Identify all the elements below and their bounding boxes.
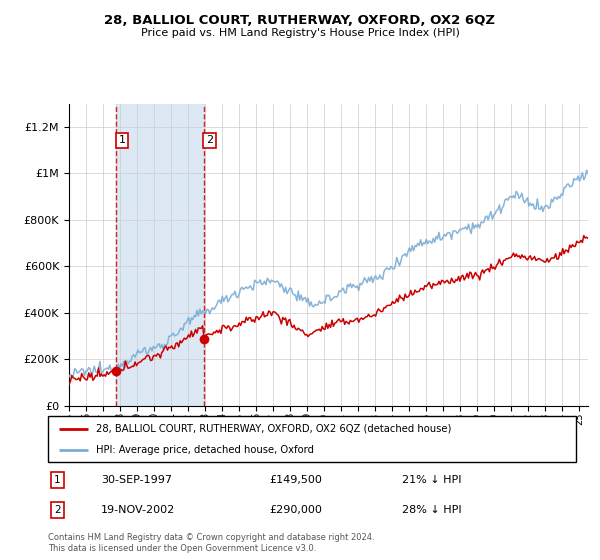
Text: 19-NOV-2002: 19-NOV-2002	[101, 505, 175, 515]
Text: HPI: Average price, detached house, Oxford: HPI: Average price, detached house, Oxfo…	[95, 445, 314, 455]
Text: 28% ↓ HPI: 28% ↓ HPI	[402, 505, 461, 515]
Text: Price paid vs. HM Land Registry's House Price Index (HPI): Price paid vs. HM Land Registry's House …	[140, 28, 460, 38]
Text: 30-SEP-1997: 30-SEP-1997	[101, 475, 172, 485]
Text: 2: 2	[54, 505, 61, 515]
Text: 28, BALLIOL COURT, RUTHERWAY, OXFORD, OX2 6QZ (detached house): 28, BALLIOL COURT, RUTHERWAY, OXFORD, OX…	[95, 423, 451, 433]
Text: 2: 2	[206, 136, 214, 146]
Text: 28, BALLIOL COURT, RUTHERWAY, OXFORD, OX2 6QZ: 28, BALLIOL COURT, RUTHERWAY, OXFORD, OX…	[104, 14, 496, 27]
Text: £149,500: £149,500	[270, 475, 323, 485]
Text: £290,000: £290,000	[270, 505, 323, 515]
Bar	[116, 104, 204, 406]
Text: 1: 1	[54, 475, 61, 485]
Text: 1: 1	[118, 136, 125, 146]
Text: Contains HM Land Registry data © Crown copyright and database right 2024.
This d: Contains HM Land Registry data © Crown c…	[48, 533, 374, 553]
FancyBboxPatch shape	[48, 416, 576, 462]
Text: 21% ↓ HPI: 21% ↓ HPI	[402, 475, 461, 485]
